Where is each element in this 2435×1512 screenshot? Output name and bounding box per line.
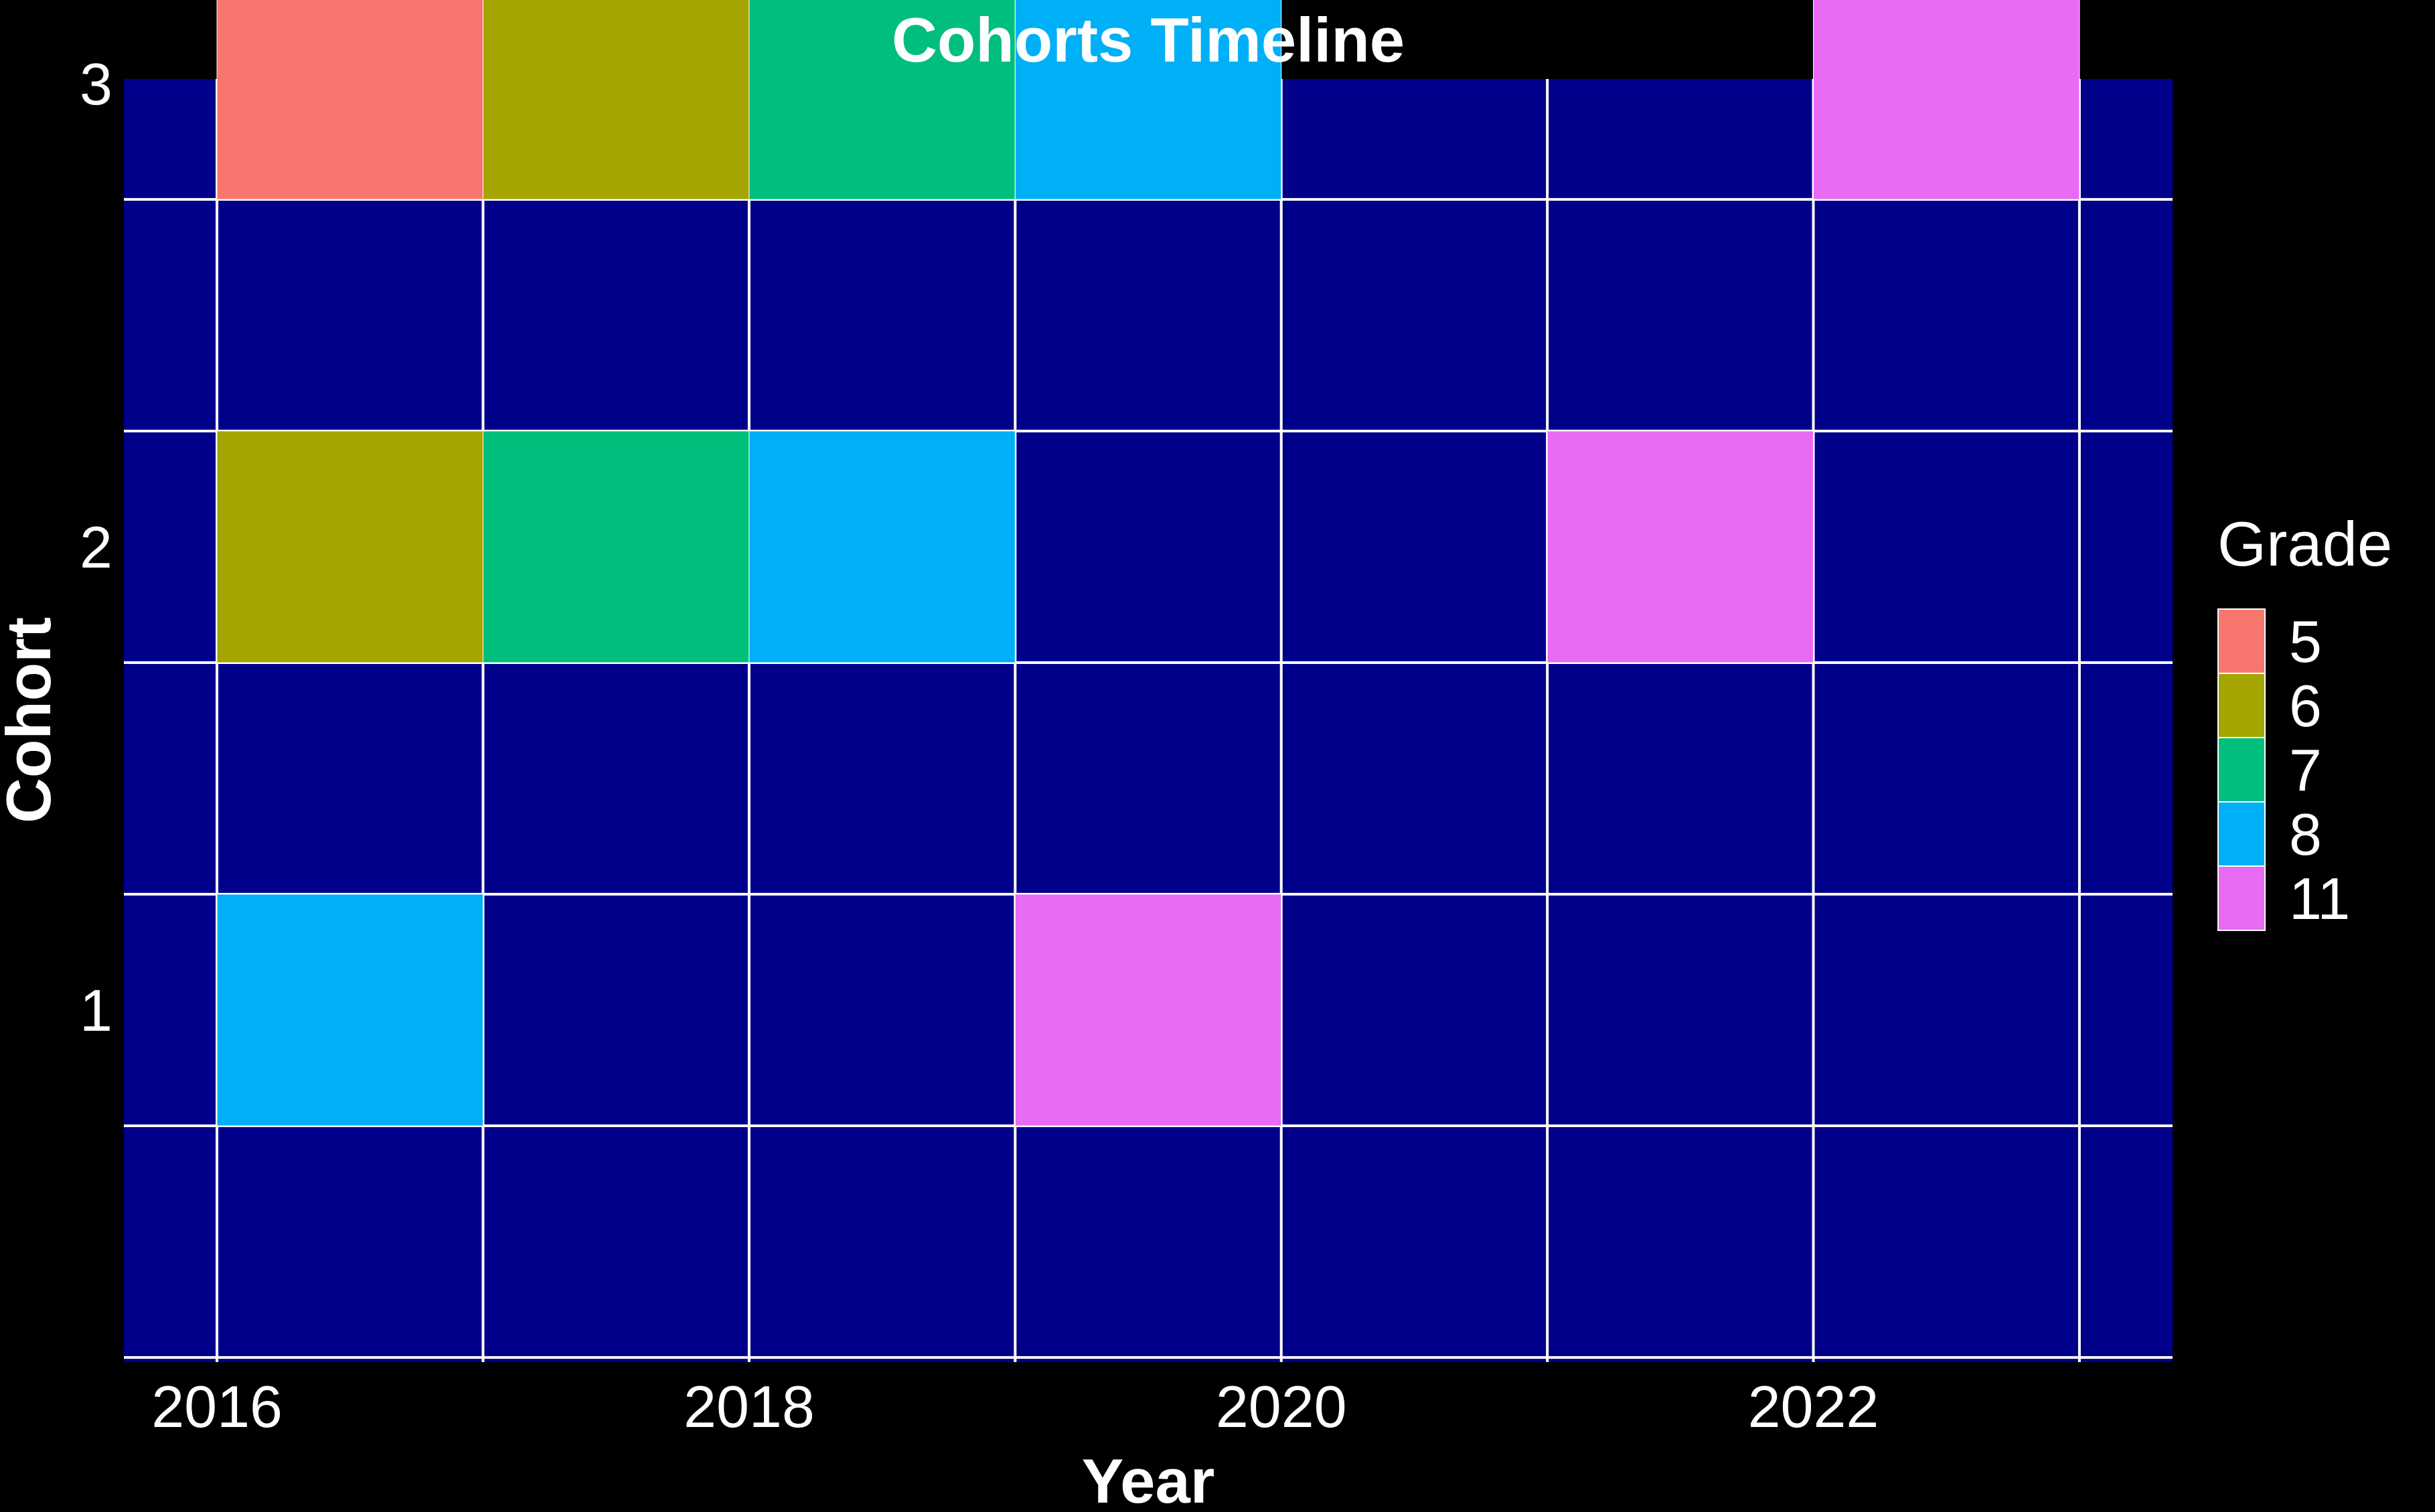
legend-key-11 [2217, 865, 2266, 931]
cell-cohort-2-2021 [1547, 430, 1814, 663]
y-tick-2: 2 [80, 514, 112, 580]
cell-cohort-1-2016 [216, 894, 483, 1126]
chart-title: Cohorts Timeline [892, 5, 1405, 75]
legend-label-8: 8 [2289, 801, 2322, 867]
x-tick-labels: 2016 2018 2020 2022 [151, 1373, 1879, 1440]
legend-label-7: 7 [2289, 737, 2322, 803]
legend-key-6 [2217, 673, 2266, 738]
panel-background [124, 79, 2173, 1362]
legend-key-7 [2217, 737, 2266, 803]
cells-group [216, 0, 2080, 1126]
cell-cohort-2-2017 [482, 430, 750, 663]
cell-cohort-2-2018 [749, 430, 1016, 663]
x-tick-2022: 2022 [1748, 1373, 1879, 1440]
legend-key-5 [2217, 608, 2266, 674]
x-tick-2016: 2016 [151, 1373, 283, 1440]
y-tick-1: 1 [80, 977, 112, 1043]
legend-label-6: 6 [2289, 673, 2322, 739]
x-axis-title: Year [1082, 1446, 1215, 1512]
legend-title: Grade [2217, 509, 2392, 579]
cell-cohort-3-2022 [1813, 0, 2080, 200]
legend-label-5: 5 [2289, 608, 2322, 675]
cell-cohort-3-2017 [482, 0, 750, 200]
x-tick-2018: 2018 [684, 1373, 815, 1440]
cell-cohort-3-2018 [749, 0, 1016, 200]
y-tick-labels: 1 2 3 [80, 51, 112, 1043]
cell-cohort-1-2019 [1014, 894, 1282, 1126]
y-axis-title: Cohort [0, 617, 64, 823]
legend-key-8 [2217, 801, 2266, 867]
y-tick-3: 3 [80, 51, 112, 117]
cell-cohort-3-2019 [1014, 0, 1282, 200]
legend-label-11: 11 [2289, 865, 2350, 932]
x-tick-2020: 2020 [1216, 1373, 1347, 1440]
cell-cohort-2-2016 [216, 430, 483, 663]
cell-cohort-3-2016 [216, 0, 483, 200]
